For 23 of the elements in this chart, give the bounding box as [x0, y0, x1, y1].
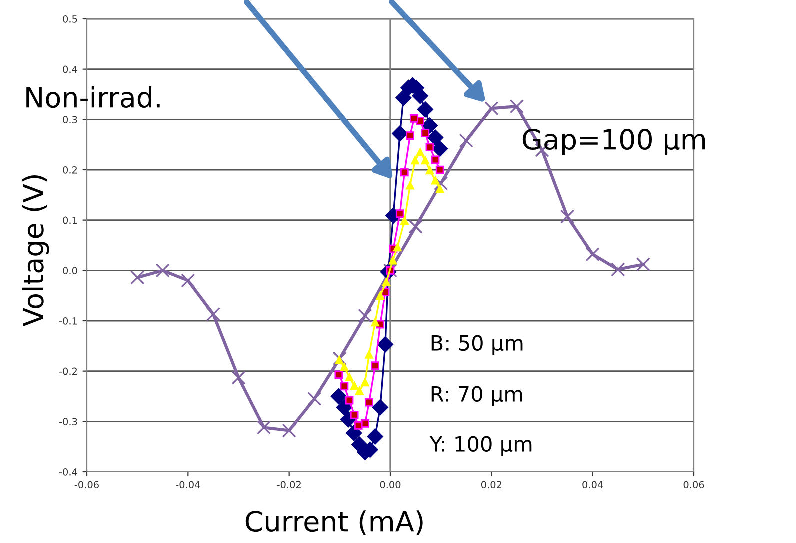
y-tick-label: -0.2	[59, 368, 77, 376]
y-tick-label: 0.0	[63, 267, 78, 274]
annotation: Y: 100 µm	[430, 436, 532, 456]
x-tick-label: -0.06	[74, 481, 99, 489]
x-tick-label: -0.02	[277, 481, 301, 489]
x-tick-label: 0.00	[380, 481, 401, 489]
y-tick-label: 0.5	[63, 15, 78, 23]
x-tick-label: 0.04	[582, 481, 604, 489]
y-tick-label: 0.3	[63, 116, 78, 124]
y-tick-label: 0.1	[63, 216, 78, 224]
x-tick-label: -0.04	[176, 481, 200, 489]
annotation: Non-irrad.	[26, 86, 160, 108]
annotation: R: 70 µm	[432, 386, 522, 406]
annotation: B: 50 µm	[432, 335, 523, 356]
y-tick-label: -0.4	[59, 468, 78, 476]
y-tick-label: -0.1	[59, 317, 78, 325]
x-tick-label: 0.06	[684, 481, 704, 489]
y-axis-title: Voltage (V)	[22, 176, 50, 327]
y-tick-label: 0.4	[63, 66, 78, 74]
y-tick-label: -0.3	[59, 418, 78, 426]
x-tick-label: 0.02	[481, 481, 502, 489]
x-axis-title: Current (mA)	[246, 510, 423, 536]
y-tick-label: 0.2	[63, 166, 77, 174]
